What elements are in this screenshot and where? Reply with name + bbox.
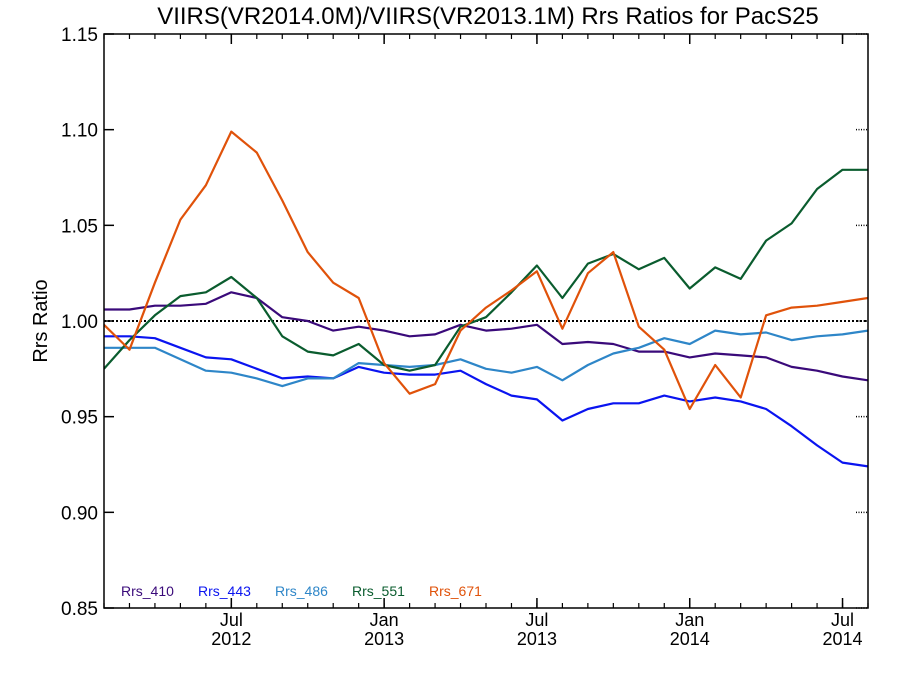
y-tick-label: 1.00 [61,312,98,333]
y-tick-label: 1.15 [61,25,98,46]
y-tick-label: 0.85 [61,599,98,620]
x-tick-label-month: Jul [831,610,854,630]
series-layer [104,130,868,468]
series-line-rrs-671 [104,130,868,411]
y-tick-label: 0.90 [61,503,98,524]
series-line-rrs-410 [104,291,868,382]
series-line-rrs-551 [104,168,868,372]
y-tick-label: 1.10 [61,121,98,142]
legend-entry-rrs-410: Rrs_410 [121,583,174,599]
x-tick-label-year: 2013 [517,629,557,649]
x-tick-label-year: 2014 [670,629,710,649]
x-tick-label-month: Jan [675,610,704,630]
x-tick-label-year: 2012 [211,629,251,649]
y-tick-label: 0.95 [61,408,98,429]
legend-entry-rrs-443: Rrs_443 [198,583,251,599]
legend-entry-rrs-551: Rrs_551 [352,583,405,599]
legend-entry-rrs-671: Rrs_671 [429,583,482,599]
series-line-rrs-443 [104,335,868,468]
x-tick-label-year: 2014 [823,629,863,649]
axes-layer: 0.850.900.951.001.051.101.15Jul2012Jan20… [61,25,869,649]
x-tick-label-month: Jul [525,610,548,630]
x-tick-label-year: 2013 [364,629,404,649]
legend: Rrs_410 Rrs_443 Rrs_486 Rrs_551 Rrs_671 [121,583,482,599]
x-tick-label-month: Jan [370,610,399,630]
y-axis-label: Rrs Ratio [30,279,52,362]
y-tick-label: 1.05 [61,216,98,237]
legend-entry-rrs-486: Rrs_486 [275,583,328,599]
x-tick-label-month: Jul [220,610,243,630]
chart-title: VIIRS(VR2014.0M)/VIIRS(VR2013.1M) Rrs Ra… [157,3,819,30]
series-line-rrs-486 [104,329,868,388]
